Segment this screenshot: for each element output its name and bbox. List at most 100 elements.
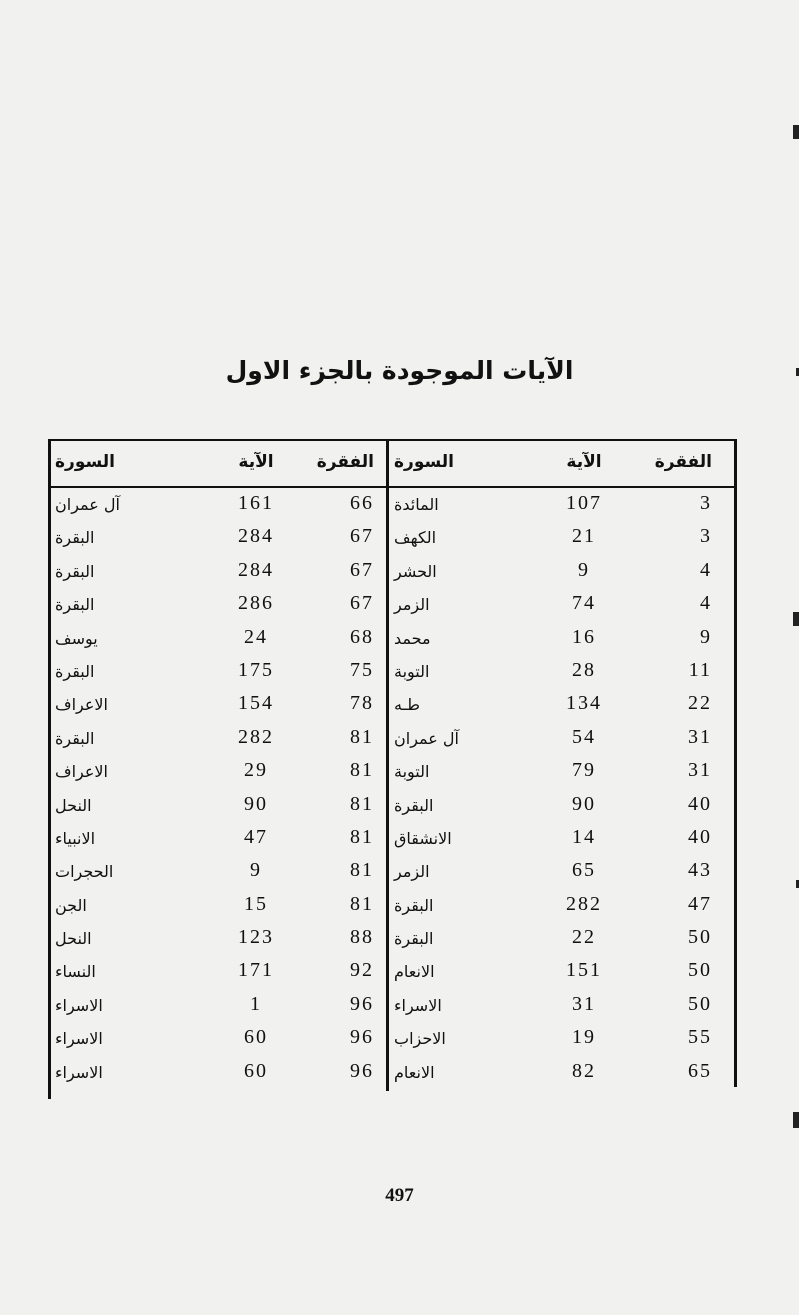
verse-cell: 151 (566, 959, 602, 982)
verse-cell: 90 (244, 792, 268, 815)
table-row: 31 79 التوبة (389, 758, 724, 791)
verse-cell: 90 (572, 792, 596, 815)
header-surah: السورة (394, 452, 454, 472)
surah-cell: الانعام (394, 962, 435, 982)
surah-cell: الاعراف (55, 762, 108, 782)
verse-cell: 107 (566, 492, 602, 514)
paragraph-cell: 96 (350, 1026, 374, 1049)
table-row: 31 54 آل عمران (389, 725, 724, 758)
table-header: الفقرة الآية السورة (51, 441, 386, 487)
paragraph-cell: 81 (350, 825, 374, 848)
table-left-border (48, 439, 51, 1099)
table-row: 81 47 الانبياء (51, 825, 386, 858)
paragraph-cell: 65 (688, 1059, 712, 1082)
paragraph-cell: 88 (350, 926, 374, 949)
table-row: 43 65 الزمر (389, 858, 724, 891)
verse-cell: 47 (244, 825, 268, 848)
surah-cell: النحل (55, 795, 92, 815)
surah-cell: البقرة (394, 929, 434, 949)
table-row: 81 90 النحل (51, 792, 386, 825)
table-row: 3 21 الكهف (389, 524, 724, 557)
table-right-half: الفقرة الآية السورة 3 107 المائدة 3 21 الكهف 4… (389, 441, 724, 1092)
verse-cell: 65 (572, 859, 596, 882)
paragraph-cell: 81 (350, 859, 374, 882)
surah-cell: الزمر (394, 595, 430, 615)
table-row: 11 28 التوبة (389, 658, 724, 691)
paragraph-cell: 67 (350, 592, 374, 615)
scan-mark (796, 368, 799, 376)
scan-mark (793, 612, 799, 626)
left-rows: 66 161 آل عمران 67 284 البقرة 67 284 البقرة 67 286… (51, 491, 386, 1092)
paragraph-cell: 66 (350, 492, 374, 514)
paragraph-cell: 9 (700, 625, 712, 648)
verse-cell: 21 (572, 525, 596, 548)
page-title: الآيات الموجودة بالجزء الاول (225, 356, 574, 385)
surah-cell: الانشقاق (394, 828, 452, 848)
table-row: 67 286 البقرة (51, 591, 386, 624)
table-row: 9 16 محمد (389, 625, 724, 658)
paragraph-cell: 50 (688, 992, 712, 1015)
surah-cell: الاعراف (55, 695, 108, 715)
table-row: 66 161 آل عمران (51, 491, 386, 524)
surah-cell: التوبة (394, 661, 430, 681)
paragraph-cell: 81 (350, 792, 374, 815)
paragraph-cell: 67 (350, 525, 374, 548)
surah-cell: الاسراء (394, 995, 442, 1015)
surah-cell: البقرة (394, 895, 434, 915)
scan-mark (793, 1112, 799, 1128)
table-row: 50 151 الانعام (389, 958, 724, 991)
header-verse: الآية (566, 452, 602, 472)
surah-cell: التوبة (394, 762, 430, 782)
table-header: الفقرة الآية السورة (389, 441, 724, 487)
verse-cell: 15 (244, 892, 268, 915)
table-row: 92 171 النساء (51, 958, 386, 991)
surah-cell: الاسراء (55, 1062, 103, 1082)
verse-cell: 134 (566, 692, 602, 715)
surah-cell: آل عمران (394, 728, 459, 748)
right-rows: 3 107 المائدة 3 21 الكهف 4 9 الحشر 4 74 الزمر 9 16 محم… (389, 491, 724, 1092)
table-row: 4 9 الحشر (389, 558, 724, 591)
paragraph-cell: 40 (688, 792, 712, 815)
verse-cell: 9 (578, 558, 590, 581)
scan-mark (793, 125, 799, 139)
surah-cell: النساء (55, 962, 96, 982)
surah-cell: آل عمران (55, 495, 120, 514)
verse-cell: 22 (572, 926, 596, 949)
table-row: 96 60 الاسراء (51, 1025, 386, 1058)
paragraph-cell: 92 (350, 959, 374, 982)
table-row: 81 29 الاعراف (51, 758, 386, 791)
table-row: 67 284 البقرة (51, 524, 386, 557)
surah-cell: البقرة (55, 561, 95, 581)
paragraph-cell: 3 (700, 525, 712, 548)
surah-cell: الاحزاب (394, 1029, 446, 1049)
table-row: 55 19 الاحزاب (389, 1025, 724, 1058)
verse-cell: 161 (238, 492, 274, 514)
verses-table (48, 439, 735, 1091)
paragraph-cell: 43 (688, 859, 712, 882)
verse-cell: 16 (572, 625, 596, 648)
verse-cell: 154 (238, 692, 274, 715)
paragraph-cell: 31 (688, 759, 712, 782)
paragraph-cell: 50 (688, 959, 712, 982)
verse-cell: 79 (572, 759, 596, 782)
paragraph-cell: 75 (350, 658, 374, 681)
verse-cell: 9 (250, 859, 262, 882)
surah-cell: الحجرات (55, 862, 114, 882)
table-row: 78 154 الاعراف (51, 691, 386, 724)
header-paragraph: الفقرة (316, 452, 374, 472)
verse-cell: 28 (572, 658, 596, 681)
verse-cell: 82 (572, 1059, 596, 1082)
verse-cell: 60 (244, 1026, 268, 1049)
verse-cell: 31 (572, 992, 596, 1015)
paragraph-cell: 4 (700, 592, 712, 615)
table-row: 81 282 البقرة (51, 725, 386, 758)
paragraph-cell: 78 (350, 692, 374, 715)
table-row: 47 282 البقرة (389, 892, 724, 925)
verse-cell: 24 (244, 625, 268, 648)
paragraph-cell: 47 (688, 892, 712, 915)
surah-cell: الكهف (394, 528, 437, 548)
surah-cell: الجن (55, 895, 87, 915)
paragraph-cell: 67 (350, 558, 374, 581)
paragraph-cell: 11 (688, 658, 712, 681)
table-right-border (734, 439, 737, 1087)
